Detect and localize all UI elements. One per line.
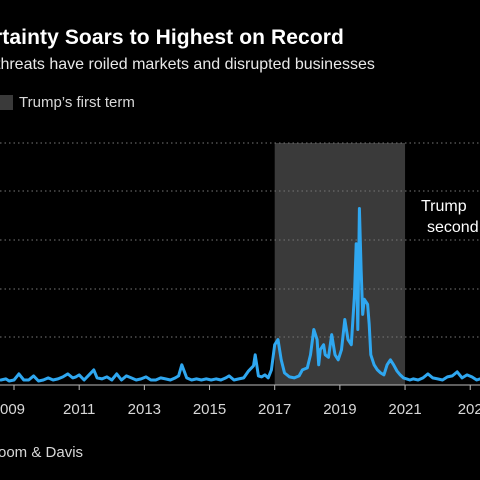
x-tick-label: 009 (0, 401, 25, 418)
x-tick-label: 2011 (63, 401, 95, 418)
chart-subtitle: threats have roiled markets and disrupte… (0, 56, 375, 73)
x-tick-label: 2019 (323, 401, 356, 418)
legend-swatch-shaded (0, 94, 13, 110)
x-tick-label: 202 (458, 401, 480, 418)
source-note: oom & Davis (0, 444, 84, 461)
x-tick-label: 2017 (258, 401, 291, 418)
x-tick-label: 2013 (128, 401, 161, 418)
x-tick-label: 2021 (388, 401, 421, 418)
chart-title: rtainty Soars to Highest on Record (0, 26, 344, 49)
annotation-line: second (427, 219, 479, 236)
legend-label-shaded: Trump’s first term (19, 93, 135, 111)
annotation-line: Trump (421, 198, 467, 215)
shaded-region-0 (274, 143, 406, 385)
legend: Trump’s first term (0, 92, 135, 112)
x-tick-label: 2015 (193, 401, 226, 418)
series-line-0 (0, 207, 480, 383)
